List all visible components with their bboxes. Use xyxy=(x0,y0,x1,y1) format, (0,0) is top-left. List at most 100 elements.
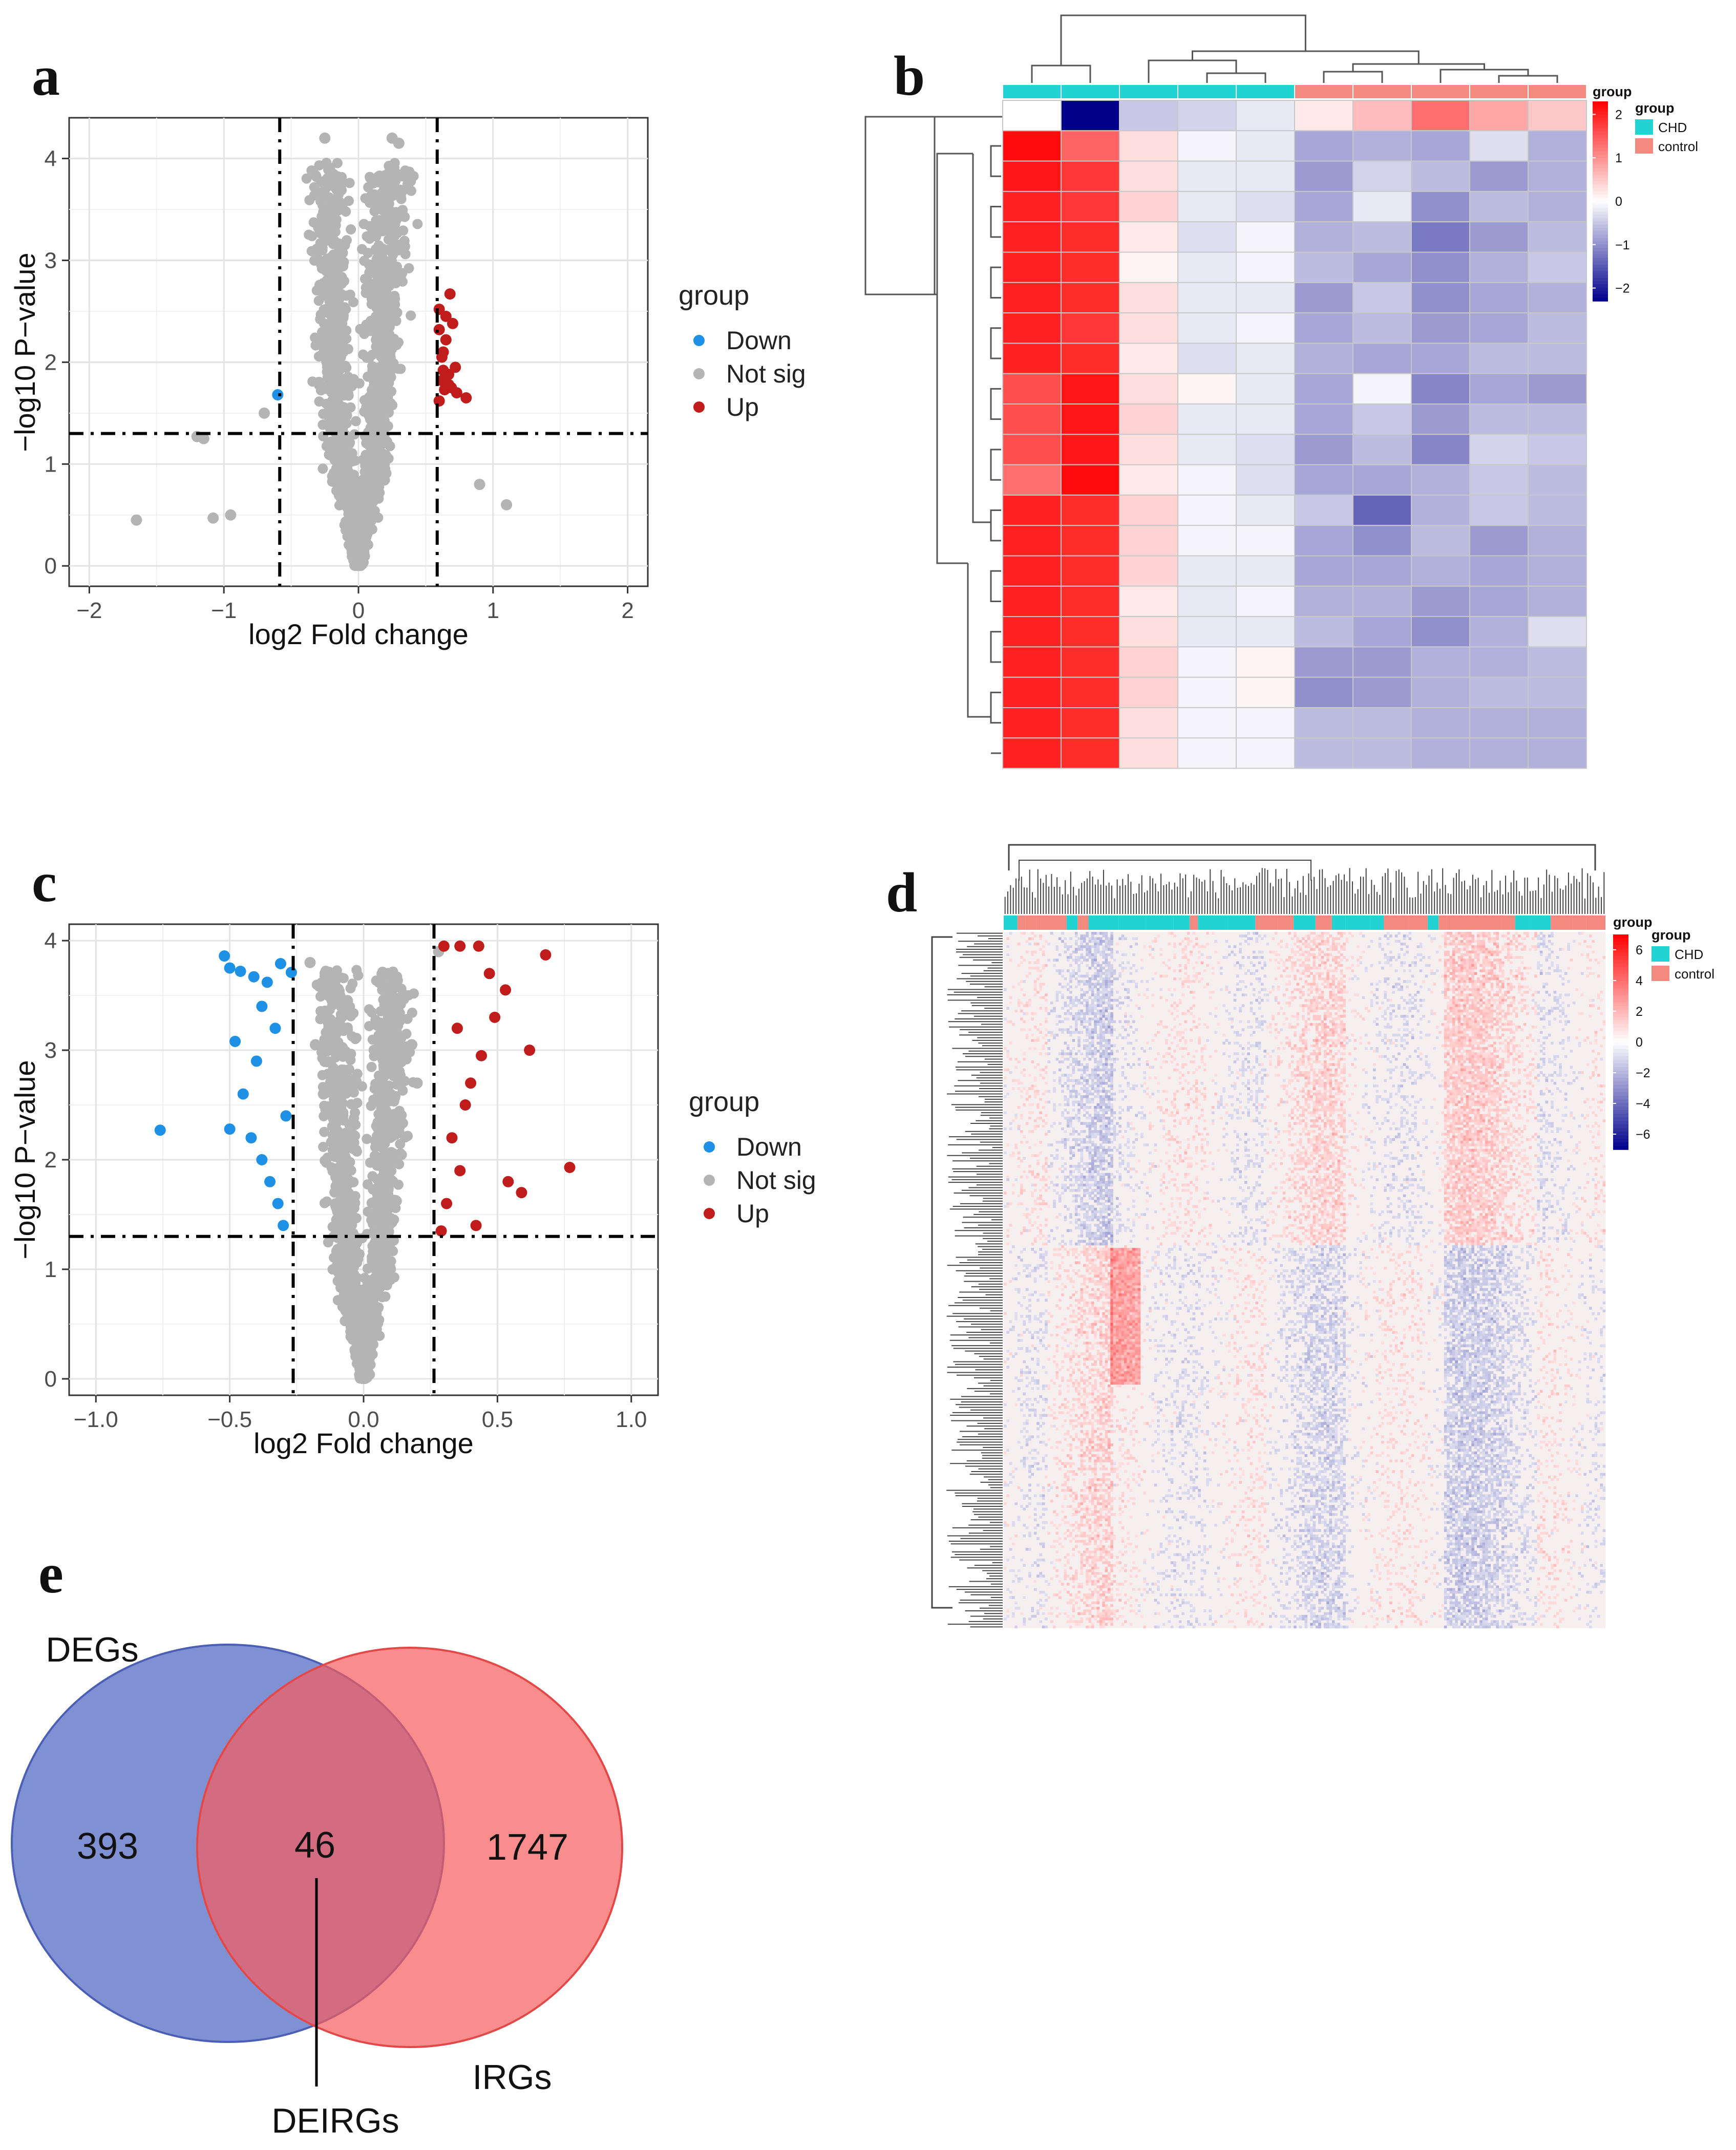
color-scale-step xyxy=(1593,235,1608,238)
heatmap-cell xyxy=(1178,647,1236,677)
heatmap-cell xyxy=(1528,222,1586,252)
cloud-point xyxy=(377,1120,387,1131)
heatmap-cell xyxy=(1335,959,1338,962)
heatmap-cell xyxy=(1452,948,1455,951)
heatmap-cell xyxy=(1403,937,1406,940)
heatmap-cell xyxy=(1321,932,1324,935)
heatmap-cell xyxy=(1504,945,1507,948)
heatmap-cell xyxy=(1119,616,1178,647)
heatmap-cell xyxy=(1470,131,1528,161)
heatmap-cell xyxy=(1236,738,1295,768)
heatmap-cell xyxy=(1075,956,1078,959)
heatmap-cell xyxy=(1518,934,1521,938)
heatmap-cell xyxy=(1488,937,1491,940)
heatmap-cell xyxy=(1263,934,1266,938)
group-bar-cell xyxy=(1316,916,1332,930)
heatmap-cell xyxy=(1496,959,1499,962)
heatmap-cell xyxy=(1384,956,1387,959)
heatmap-cell xyxy=(1269,959,1272,962)
heatmap-cell xyxy=(1069,945,1072,948)
heatmap-cell xyxy=(1477,937,1480,940)
heatmap-cell xyxy=(1026,951,1029,954)
heatmap-cell xyxy=(1272,951,1275,954)
color-scale-step xyxy=(1593,238,1608,242)
heatmap-cell xyxy=(1520,943,1523,946)
heatmap-cell xyxy=(1353,283,1411,313)
heatmap-cell xyxy=(1353,191,1411,222)
heatmap-cell xyxy=(1299,940,1302,943)
heatmap-cell xyxy=(1493,932,1496,935)
heatmap-cell xyxy=(1299,948,1302,951)
cloud-point xyxy=(334,361,345,371)
heatmap-cell xyxy=(1483,940,1486,943)
heatmap-cell xyxy=(1119,161,1178,191)
heatmap-cell xyxy=(1474,953,1477,956)
heatmap-cell xyxy=(1422,956,1425,959)
heatmap-cell xyxy=(1335,937,1338,940)
data-point-not-sig xyxy=(406,1039,417,1050)
heatmap-cell xyxy=(1485,959,1488,962)
heatmap-cell xyxy=(1483,932,1486,935)
heatmap-cell xyxy=(1313,937,1316,940)
cloud-point xyxy=(369,370,379,380)
heatmap-cell xyxy=(1466,940,1469,943)
color-scale-step xyxy=(1593,205,1608,208)
cloud-point xyxy=(381,979,391,989)
heatmap-cell xyxy=(1036,962,1040,965)
cloud-point xyxy=(362,353,372,363)
cloud-point xyxy=(331,328,342,338)
cloud-point xyxy=(409,988,419,998)
heatmap-cell xyxy=(1501,948,1505,951)
heatmap-cell xyxy=(1119,252,1178,283)
heatmap-cell xyxy=(1181,940,1184,943)
heatmap-cell xyxy=(1212,932,1215,935)
heatmap-cell xyxy=(1420,945,1423,948)
legend-swatch-chd xyxy=(1635,119,1653,135)
color-scale-step xyxy=(1593,254,1608,258)
heatmap-cell xyxy=(1493,940,1496,943)
color-scale-step xyxy=(1593,121,1608,125)
heatmap-cell xyxy=(1006,945,1009,948)
color-scale-step xyxy=(1593,195,1608,198)
heatmap-cell xyxy=(1236,434,1295,464)
heatmap-cell xyxy=(1236,586,1295,616)
cloud-point xyxy=(322,337,332,348)
heatmap-cell xyxy=(1089,953,1092,956)
cloud-point xyxy=(317,263,327,273)
heatmap-cell xyxy=(1586,953,1590,956)
heatmap-cell xyxy=(1108,945,1111,948)
heatmap-cell xyxy=(1546,945,1549,948)
heatmap-cell xyxy=(1234,945,1237,948)
color-scale-step xyxy=(1593,201,1608,205)
heatmap-cell xyxy=(1310,948,1313,951)
heatmap-cell xyxy=(1184,948,1188,951)
heatmap-cell xyxy=(1483,951,1486,954)
heatmap-cell xyxy=(1201,945,1204,948)
heatmap-cell xyxy=(1089,945,1092,948)
color-scale-step xyxy=(1593,271,1608,275)
heatmap-cell xyxy=(1275,951,1278,954)
heatmap-cell xyxy=(1466,953,1469,956)
heatmap-cell xyxy=(1346,937,1349,940)
heatmap-cell xyxy=(1247,956,1250,959)
heatmap-cell xyxy=(1307,951,1310,954)
heatmap-cell xyxy=(1313,959,1316,962)
cloud-point xyxy=(382,364,392,374)
heatmap-cell xyxy=(1143,945,1146,948)
heatmap-cell xyxy=(1444,937,1447,940)
heatmap-cell xyxy=(1206,956,1209,959)
heatmap-cell xyxy=(1089,940,1092,943)
heatmap-cell xyxy=(1528,465,1586,495)
heatmap-cell xyxy=(1447,943,1450,946)
cloud-point xyxy=(380,335,390,346)
cloud-point xyxy=(302,174,312,184)
data-point-down xyxy=(256,1001,267,1012)
cloud-point xyxy=(363,182,373,193)
heatmap-cell xyxy=(1091,959,1094,962)
cloud-point xyxy=(381,1092,391,1102)
heatmap-cell xyxy=(1458,934,1461,938)
heatmap-cell xyxy=(1003,283,1061,313)
heatmap-cell xyxy=(1455,934,1458,938)
heatmap-cell xyxy=(1316,943,1319,946)
